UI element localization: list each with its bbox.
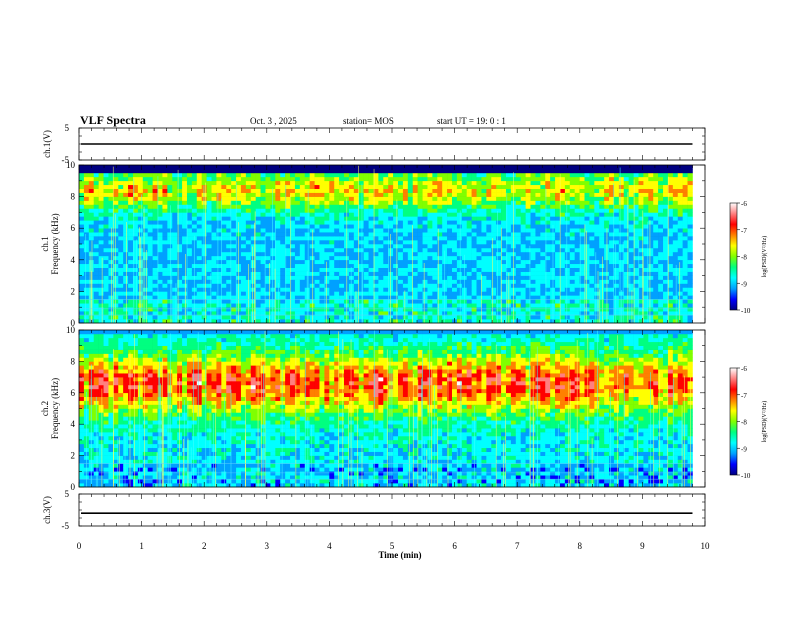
time-tick-label: 8 — [578, 541, 583, 551]
freq-tick-label: 10 — [66, 325, 76, 335]
freq-axis-label-line: Frequency (kHz) — [50, 213, 60, 274]
time-tick-label: 2 — [202, 541, 207, 551]
freq-tick-label: 4 — [71, 419, 76, 429]
freq-tick-label: 8 — [71, 192, 76, 202]
colorbar-tick-label: -9 — [741, 445, 747, 453]
colorbar-label: log(PSD)(V²/Hz) — [761, 236, 768, 277]
freq-axis-label-line: Frequency (kHz) — [50, 378, 60, 439]
time-tick-label: 3 — [265, 541, 270, 551]
colorbar-tick-label: -8 — [741, 419, 747, 427]
volt-tick-label: -5 — [62, 521, 70, 531]
freq-axis-label-line: ch.2 — [40, 401, 50, 416]
freq-tick-label: 10 — [66, 160, 76, 170]
colorbar-tick-label: -6 — [741, 200, 747, 208]
figure-title: VLF Spectra — [80, 113, 146, 127]
time-tick-label: 1 — [139, 541, 144, 551]
freq-tick-label: 4 — [71, 255, 76, 265]
colorbar-tick-label: -10 — [741, 307, 751, 315]
date-label: Oct. 3 , 2025 — [250, 116, 297, 126]
freq-tick-label: 2 — [71, 286, 76, 296]
ch1-volt-axis-label: ch.1(V) — [42, 130, 52, 158]
colorbars-group: -6 -7 -8 -9 -10 log(PSD)(V²/Hz) -6 -7 -8 -9 -10 log… — [730, 200, 768, 480]
time-tick-label: 6 — [452, 541, 457, 551]
colorbar — [730, 203, 737, 310]
time-tick-label: 7 — [515, 541, 520, 551]
colorbar-tick-label: -9 — [741, 280, 747, 288]
colorbar-label: log(PSD)(V²/Hz) — [761, 401, 768, 442]
colorbar-tick-label: -7 — [741, 392, 747, 400]
time-axis-label: Time (min) — [378, 550, 421, 560]
freq-axis-label-line: ch.1 — [40, 236, 50, 251]
start-ut-label: start UT = 19: 0 : 1 — [437, 116, 506, 126]
station-label: station= MOS — [343, 116, 394, 126]
ch2-spectrogram-raster — [79, 330, 693, 487]
colorbar-tick-label: -10 — [741, 472, 751, 480]
colorbar-tick-label: -8 — [741, 254, 747, 262]
volt-tick-label: 5 — [65, 489, 70, 499]
freq-tick-label: 6 — [71, 223, 76, 233]
time-tick-label: 9 — [640, 541, 645, 551]
time-tick-label: 4 — [327, 541, 332, 551]
colorbar-tick-label: -7 — [741, 227, 747, 235]
colorbar-tick-label: -6 — [741, 365, 747, 373]
freq-tick-label: 6 — [71, 388, 76, 398]
colorbar — [730, 368, 737, 475]
ch1-spectrogram-raster — [79, 165, 693, 323]
freq-tick-label: 2 — [71, 451, 76, 461]
freq-tick-label: 0 — [71, 482, 76, 492]
freq-tick-label: 8 — [71, 356, 76, 366]
volt-tick-label: 5 — [65, 123, 70, 133]
ch3-volt-axis-label: ch.3(V) — [42, 496, 52, 524]
time-tick-label: 0 — [77, 541, 82, 551]
time-tick-label: 10 — [701, 541, 711, 551]
